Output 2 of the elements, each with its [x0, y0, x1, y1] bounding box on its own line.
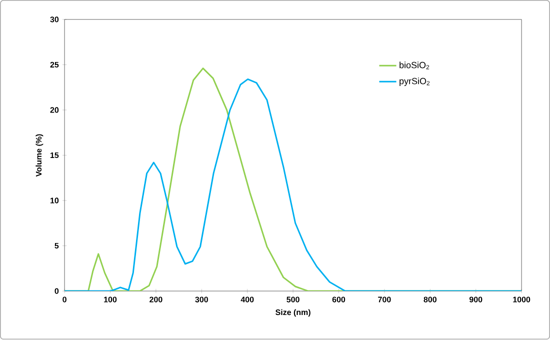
legend-label: pyrSiO$_{2}$	[400, 78, 430, 86]
legend-label: bioSiO$_{2}$	[400, 62, 430, 70]
